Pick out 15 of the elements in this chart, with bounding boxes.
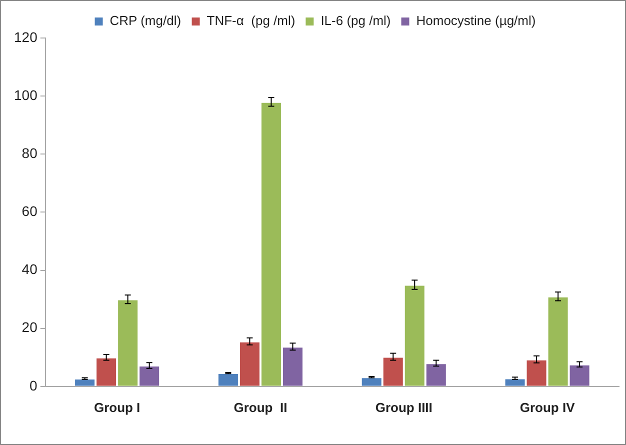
y-tick-label: 60 [22,203,38,220]
y-tick-label: 40 [22,261,38,278]
legend-label: IL-6 (pg /ml) [320,13,391,28]
x-tick-label: Group IV [520,400,576,415]
x-tick-label: Group I [94,400,140,415]
legend-label: TNF-α (pg /ml) [206,13,296,28]
y-tick-label: 100 [14,86,38,103]
y-tick-label: 120 [14,28,38,45]
legend-label: CRP (mg/dl) [110,13,182,28]
x-tick-label: Group II [234,400,288,415]
x-tick-label: Group IIII [375,400,432,415]
y-tick-label: 20 [22,319,38,336]
y-tick-label: 80 [22,144,38,161]
legend-label: Homocystine (µg/ml) [416,13,536,28]
y-tick-label: 0 [30,377,38,394]
